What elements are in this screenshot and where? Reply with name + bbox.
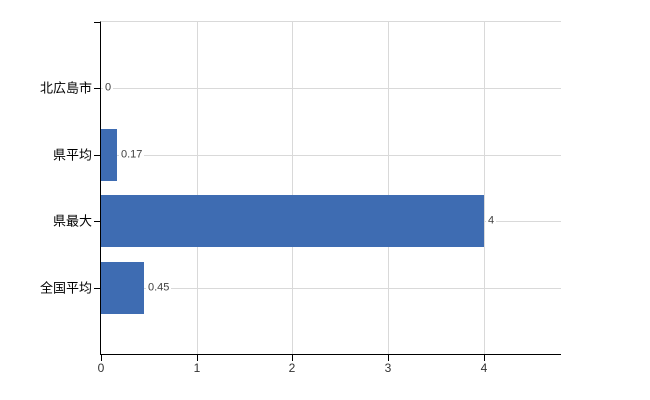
x-axis-tick (101, 355, 102, 361)
x-axis-tick-label: 1 (193, 361, 201, 375)
category-label: 北広島市 (39, 80, 92, 96)
category-label: 県平均 (52, 147, 92, 163)
vertical-gridline (484, 22, 485, 354)
bar-value-label: 0 (103, 81, 114, 95)
y-axis-tick (94, 22, 100, 23)
x-axis-tick (197, 355, 198, 361)
bar-value-label: 0.17 (119, 148, 145, 162)
vertical-gridline (388, 22, 389, 354)
x-axis-tick-label: 4 (480, 361, 488, 375)
category-label: 県最大 (52, 213, 92, 229)
x-axis-tick-labels: 0 1 2 3 4 (97, 361, 561, 381)
x-axis-tick-label: 3 (384, 361, 392, 375)
bar-value-label: 4 (486, 214, 497, 228)
vertical-gridline (197, 22, 198, 354)
y-axis-tick (94, 88, 100, 89)
y-axis-tick (94, 221, 100, 222)
x-axis-tick (388, 355, 389, 361)
horizontal-gridline (101, 88, 561, 89)
data-bar (101, 195, 484, 247)
vertical-gridline (292, 22, 293, 354)
category-label: 全国平均 (39, 280, 92, 296)
x-axis-tick-label: 0 (97, 361, 105, 375)
horizontal-gridline (101, 155, 561, 156)
plot-area: 0 0.17 4 0.45 (94, 21, 561, 361)
x-axis-tick (484, 355, 485, 361)
horizontal-gridline (101, 288, 561, 289)
x-axis-tick-label: 2 (288, 361, 296, 375)
data-bar (101, 129, 117, 181)
y-axis-category-labels: 北広島市県平均県最大全国平均 (0, 21, 92, 355)
x-axis-tick (292, 355, 293, 361)
data-bar (101, 262, 144, 314)
y-axis-tick (94, 288, 100, 289)
y-axis-tick (94, 155, 100, 156)
bar-value-label: 0.45 (146, 281, 172, 295)
